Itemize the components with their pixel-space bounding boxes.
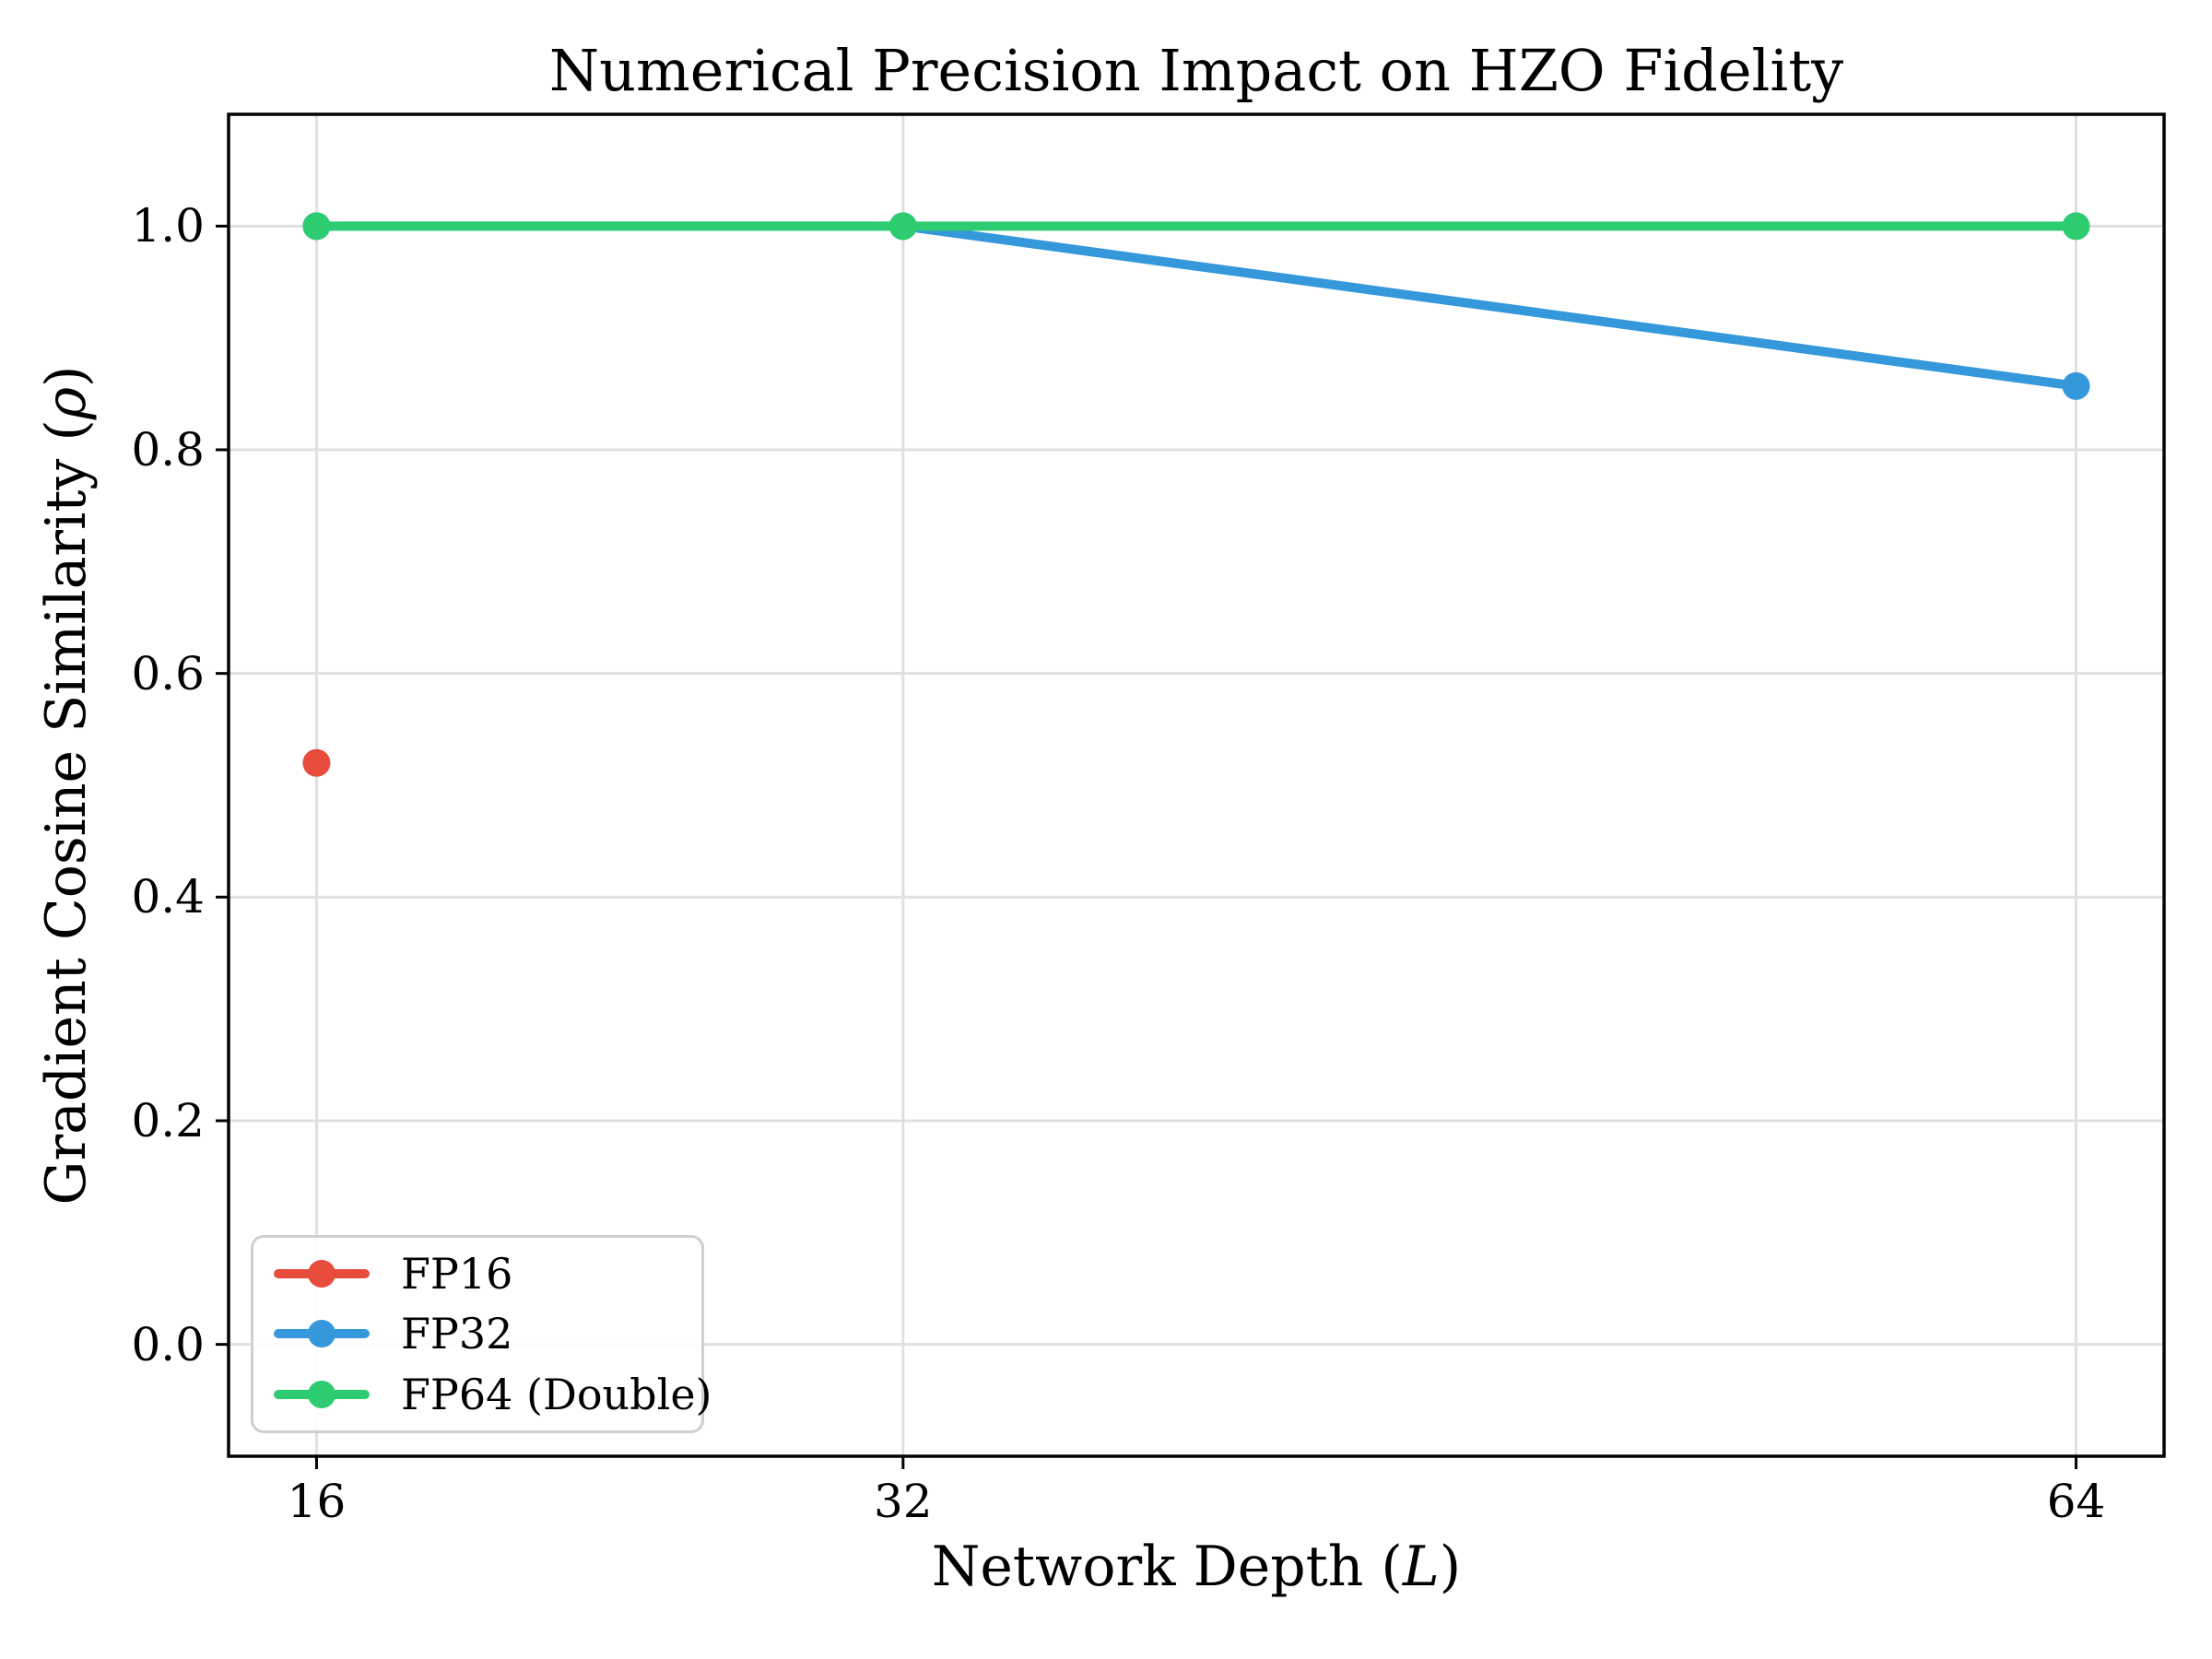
legend-sample-fp16 <box>274 1259 370 1288</box>
x-tick-label: 16 <box>287 1475 347 1528</box>
legend-item-fp16: FP16 <box>266 1244 692 1303</box>
legend-item-fp32: FP32 <box>266 1304 692 1363</box>
x-axis-label: Network Depth (L) <box>229 1539 2164 1594</box>
y-tick-label: 0.2 <box>131 1094 205 1147</box>
x-tick-label: 32 <box>874 1475 933 1528</box>
legend-item-fp64: FP64 (Double) <box>266 1365 712 1424</box>
chart-title: Numerical Precision Impact on HZO Fideli… <box>548 37 1844 104</box>
legend-marker-icon <box>308 1259 335 1288</box>
x-tick-label: 64 <box>2046 1475 2106 1528</box>
y-tick-label: 0.6 <box>131 646 205 700</box>
y-tick-label: 0.0 <box>131 1317 205 1371</box>
legend-marker-icon <box>308 1320 335 1348</box>
y-axis-label: Gradient Cosine Similarity (ρ) <box>34 114 99 1456</box>
y-axis-label-text: Gradient Cosine Similarity ( <box>34 419 99 1206</box>
x-axis-label-text: Network Depth ( <box>931 1535 1403 1599</box>
y-tick-label: 1.0 <box>131 199 205 253</box>
legend-item-label: FP64 (Double) <box>401 1370 712 1420</box>
legend-marker-icon <box>308 1381 335 1409</box>
y-axis-label-close: ) <box>34 365 99 387</box>
legend-sample-fp64 <box>274 1381 370 1409</box>
x-axis-label-symbol: L <box>1402 1535 1440 1599</box>
legend-sample-fp32 <box>274 1320 370 1348</box>
legend: FP16 FP32 FP64 (Double) <box>251 1235 712 1433</box>
x-axis-label-close: ) <box>1439 1535 1462 1599</box>
y-tick-label: 0.8 <box>131 423 205 477</box>
y-tick-label: 0.4 <box>131 870 205 924</box>
legend-item-label: FP16 <box>401 1248 513 1299</box>
y-axis-label-symbol: ρ <box>34 386 99 420</box>
legend-item-label: FP32 <box>401 1309 513 1359</box>
